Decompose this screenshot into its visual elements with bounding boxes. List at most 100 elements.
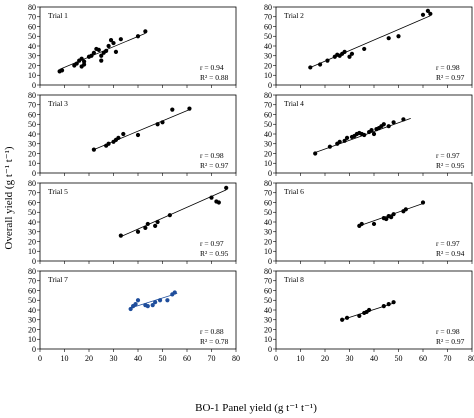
y-tick-label: 80 (264, 3, 272, 12)
y-tick-label: 10 (264, 247, 272, 256)
data-point (128, 306, 133, 312)
x-tick-label: 80 (468, 354, 474, 363)
data-point (145, 304, 150, 309)
data-point (428, 11, 433, 16)
data-point (386, 124, 391, 129)
y-tick-label: 80 (28, 179, 36, 188)
y-tick-label: 50 (28, 296, 36, 305)
y-tick-label: 20 (28, 149, 36, 158)
data-point (106, 141, 111, 146)
y-tick-label: 0 (268, 169, 272, 178)
y-tick-label: 40 (28, 218, 36, 227)
x-tick-label: 60 (419, 354, 427, 363)
y-tick-label: 0 (32, 81, 36, 90)
data-point (391, 120, 396, 125)
data-point (167, 213, 172, 218)
x-tick-label: 30 (346, 354, 354, 363)
data-point (344, 315, 350, 320)
data-point (396, 34, 401, 39)
data-point (381, 122, 386, 127)
data-point (133, 302, 138, 307)
data-point (153, 223, 158, 228)
y-tick-label: 30 (264, 316, 272, 325)
panel-frame (275, 6, 473, 86)
r-value-label: r = 0.98 (436, 63, 460, 72)
data-point (118, 37, 123, 42)
data-point (313, 151, 318, 156)
data-point (172, 290, 177, 295)
y-tick-label: 50 (28, 32, 36, 41)
data-point (91, 50, 96, 55)
data-point (74, 61, 79, 66)
data-point (209, 195, 214, 200)
data-point (135, 34, 141, 39)
data-point (96, 47, 101, 53)
regression-line (120, 189, 227, 237)
y-tick-label: 40 (28, 42, 36, 51)
data-point (113, 49, 119, 54)
y-tick-label: 60 (264, 22, 272, 31)
data-point (170, 107, 175, 112)
trial-label: Trial 1 (48, 11, 68, 20)
data-point (325, 58, 330, 63)
data-point (384, 216, 389, 222)
data-point (371, 221, 377, 227)
y-tick-label: 50 (28, 120, 36, 129)
data-point (116, 135, 121, 140)
y-tick-label: 40 (264, 218, 272, 227)
y-tick-label: 20 (264, 61, 272, 70)
data-point (135, 229, 141, 234)
trial-label: Trial 6 (284, 187, 304, 196)
r-squared-label: R² = 0.94 (436, 249, 465, 258)
r-value-label: r = 0.97 (436, 239, 460, 248)
y-tick-label: 70 (264, 101, 272, 110)
data-point (224, 185, 229, 190)
y-tick-label: 10 (264, 159, 272, 168)
r-value-label: r = 0.88 (200, 327, 224, 336)
r-squared-label: R² = 0.97 (200, 161, 229, 170)
data-point (143, 225, 148, 230)
panel-frame (39, 182, 237, 262)
y-tick-label: 70 (28, 189, 36, 198)
y-tick-label: 50 (264, 120, 272, 129)
trial-label: Trial 2 (284, 11, 304, 20)
x-tick-label: 0 (38, 354, 42, 363)
x-tick-label: 0 (274, 354, 278, 363)
y-tick-label: 40 (264, 306, 272, 315)
data-point (327, 144, 332, 149)
x-tick-label: 10 (61, 354, 69, 363)
data-point (342, 49, 347, 54)
y-tick-label: 10 (28, 335, 36, 344)
data-point (308, 65, 313, 70)
data-point (135, 298, 141, 303)
r-squared-label: R² = 0.95 (200, 249, 229, 258)
y-tick-label: 30 (28, 52, 36, 61)
regression-line (359, 203, 424, 227)
data-point (135, 132, 141, 138)
x-tick-label: 60 (183, 354, 191, 363)
data-point (155, 219, 160, 225)
y-tick-label: 70 (28, 277, 36, 286)
y-tick-label: 10 (28, 159, 36, 168)
y-tick-label: 0 (268, 257, 272, 266)
data-point (344, 135, 350, 140)
y-tick-label: 80 (264, 91, 272, 100)
data-point (104, 48, 109, 53)
y-tick-label: 70 (28, 101, 36, 110)
data-point (349, 51, 355, 56)
data-point (108, 38, 114, 43)
data-point (403, 207, 408, 212)
data-point (420, 200, 426, 205)
data-point (82, 62, 87, 67)
data-point (187, 106, 192, 111)
y-tick-label: 80 (28, 3, 36, 12)
y-tick-label: 30 (28, 140, 36, 149)
y-tick-label: 0 (32, 169, 36, 178)
r-value-label: r = 0.98 (200, 151, 224, 160)
y-tick-label: 30 (264, 52, 272, 61)
data-point (340, 317, 345, 322)
